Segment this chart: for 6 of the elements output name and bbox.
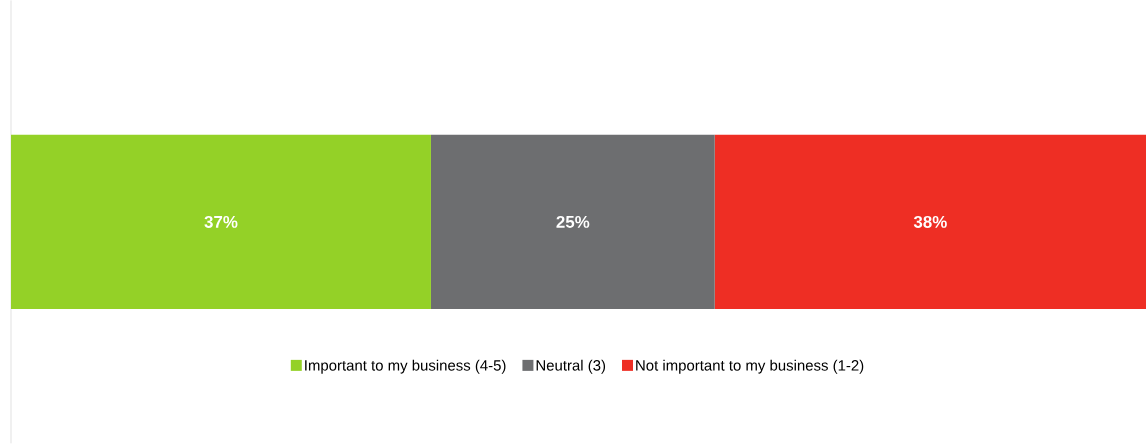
legend-label: Neutral (3) xyxy=(536,359,606,374)
data-label: 25% xyxy=(556,215,590,228)
data-label: 38% xyxy=(913,215,947,228)
legend-label: Not important to my business (1-2) xyxy=(636,359,864,374)
legend-label: Important to my business (4-5) xyxy=(305,359,506,374)
data-label: 37% xyxy=(204,215,238,228)
